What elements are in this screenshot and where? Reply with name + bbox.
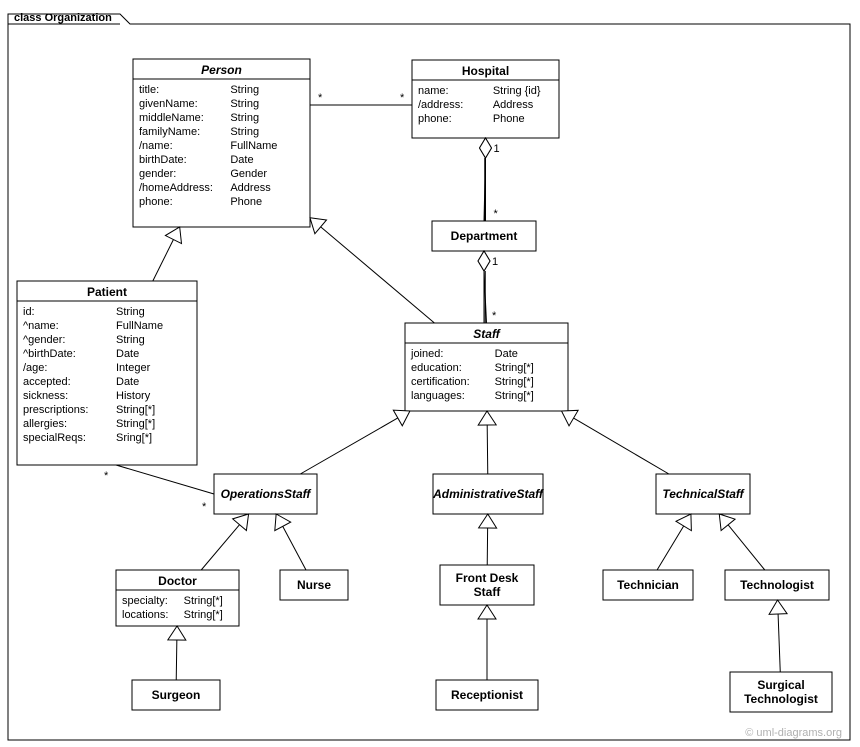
class-title: Receptionist — [451, 688, 523, 702]
attr-name: /homeAddress: — [139, 182, 213, 194]
attr-type: FullName — [116, 320, 163, 332]
attr-name: ^birthDate: — [23, 348, 76, 360]
class-title: Hospital — [462, 64, 509, 78]
attr-type: String — [116, 306, 145, 318]
attr-name: /address: — [418, 99, 463, 111]
mult: 1 — [492, 256, 498, 268]
svg-text:*: * — [202, 501, 207, 513]
attr-name: title: — [139, 84, 159, 96]
class-title: Staff — [474, 585, 502, 599]
class-title: OperationsStaff — [221, 487, 312, 501]
svg-text:*: * — [104, 470, 109, 482]
attr-type: Date — [116, 348, 139, 360]
class-title: Technician — [617, 578, 679, 592]
attr-name: middleName: — [139, 112, 204, 124]
attr-type: Date — [495, 348, 518, 360]
attr-type: String[*] — [116, 404, 155, 416]
class-title: Front Desk — [456, 571, 519, 585]
attr-type: Date — [230, 154, 253, 166]
attr-name: birthDate: — [139, 154, 187, 166]
svg-text:*: * — [318, 92, 323, 104]
mult: * — [494, 208, 499, 220]
attr-type: Sring[*] — [116, 432, 152, 444]
attr-type: Address — [493, 99, 534, 111]
class-title: Staff — [473, 327, 500, 341]
attr-name: phone: — [418, 113, 452, 125]
attr-name: accepted: — [23, 376, 71, 388]
attr-name: name: — [418, 85, 449, 97]
mult: 1 — [494, 143, 500, 155]
attr-name: givenName: — [139, 98, 198, 110]
attr-name: languages: — [411, 390, 465, 402]
attr-type: String[*] — [184, 609, 223, 621]
attr-type: String[*] — [495, 390, 534, 402]
uml-class-diagram: class Organization Person title: String give… — [0, 0, 860, 747]
generalization — [487, 425, 488, 474]
attr-type: String[*] — [495, 362, 534, 374]
attr-name: education: — [411, 362, 462, 374]
attr-name: gender: — [139, 168, 176, 180]
attr-type: Gender — [230, 168, 267, 180]
generalization — [176, 640, 177, 680]
attr-type: FullName — [230, 140, 277, 152]
class-title: Surgical — [757, 678, 804, 692]
attr-type: Integer — [116, 362, 151, 374]
mult: * — [492, 310, 497, 322]
frame-label: class Organization — [14, 12, 112, 24]
attr-type: String — [230, 84, 259, 96]
svg-text:*: * — [400, 92, 405, 104]
attr-type: Phone — [230, 196, 262, 208]
class-title: Doctor — [158, 574, 197, 588]
attr-name: /age: — [23, 362, 47, 374]
attr-name: locations: — [122, 609, 168, 621]
attr-type: String — [230, 98, 259, 110]
attr-type: String — [116, 334, 145, 346]
attr-name: specialReqs: — [23, 432, 86, 444]
attr-name: allergies: — [23, 418, 67, 430]
attr-name: familyName: — [139, 126, 200, 138]
attr-type: History — [116, 390, 151, 402]
attr-type: String — [230, 126, 259, 138]
attr-name: prescriptions: — [23, 404, 88, 416]
class-title: Patient — [87, 285, 127, 299]
attr-type: String[*] — [116, 418, 155, 430]
attr-name: /name: — [139, 140, 173, 152]
class-title: Person — [201, 63, 242, 77]
class-title: AdministrativeStaff — [432, 487, 544, 501]
attr-type: String[*] — [184, 595, 223, 607]
attr-name: ^gender: — [23, 334, 65, 346]
attr-name: ^name: — [23, 320, 59, 332]
attr-type: Phone — [493, 113, 525, 125]
class-title: Surgeon — [152, 688, 201, 702]
attr-type: Date — [116, 376, 139, 388]
attr-type: Address — [230, 182, 271, 194]
class-title: TechnicalStaff — [662, 487, 744, 501]
attr-name: phone: — [139, 196, 173, 208]
attr-type: String[*] — [495, 376, 534, 388]
class-title: Technologist — [744, 692, 818, 706]
attr-name: joined: — [410, 348, 443, 360]
class-title: Technologist — [740, 578, 814, 592]
diagram-svg: class Organization Person title: String give… — [0, 0, 860, 747]
class-title: Nurse — [297, 578, 331, 592]
attr-name: sickness: — [23, 390, 68, 402]
attr-type: String — [230, 112, 259, 124]
attr-name: id: — [23, 306, 35, 318]
attr-type: String {id} — [493, 85, 541, 97]
attr-name: specialty: — [122, 595, 168, 607]
attr-name: certification: — [411, 376, 470, 388]
class-title: Department — [451, 229, 518, 243]
watermark: © uml-diagrams.org — [745, 727, 842, 739]
